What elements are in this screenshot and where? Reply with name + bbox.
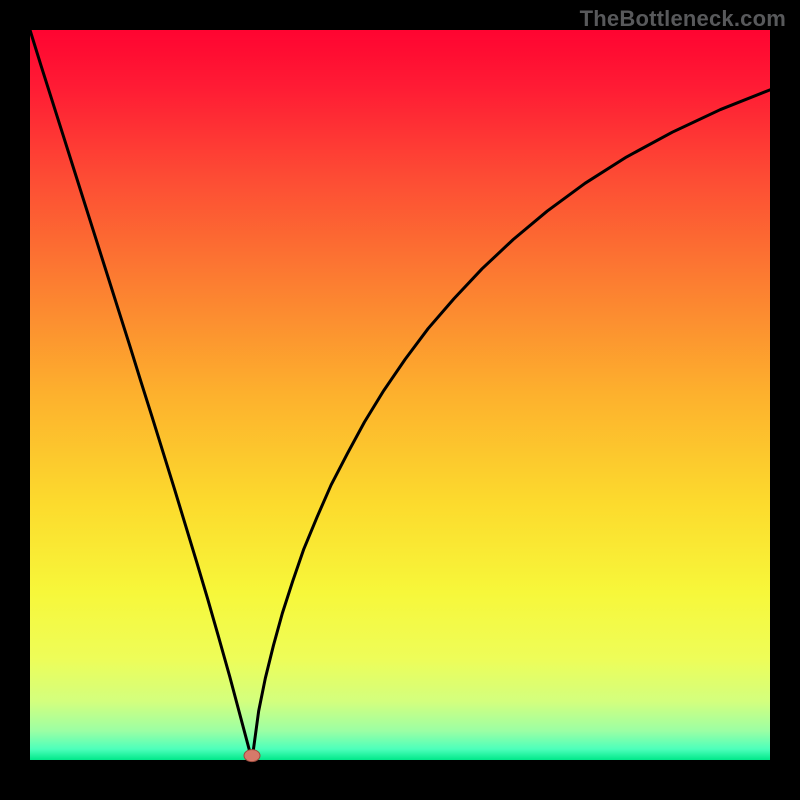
bottleneck-chart (0, 0, 800, 800)
minimum-marker (244, 750, 260, 762)
chart-stage: TheBottleneck.com (0, 0, 800, 800)
watermark-label: TheBottleneck.com (580, 6, 786, 32)
